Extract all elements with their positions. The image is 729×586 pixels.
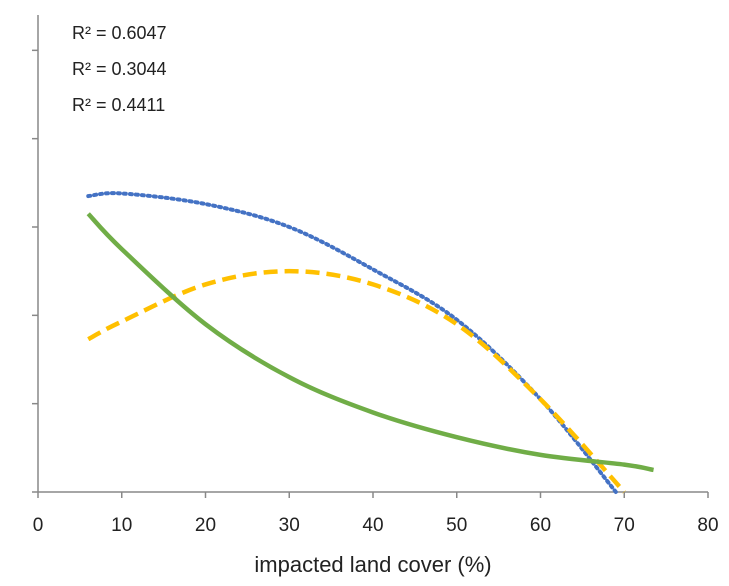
r-squared-label: R² = 0.6047	[72, 23, 167, 43]
trend-line	[86, 191, 618, 494]
x-tick-label: 70	[614, 515, 635, 536]
trend-line	[87, 268, 626, 494]
x-tick-label: 60	[530, 515, 551, 536]
x-tick-label: 0	[33, 515, 44, 536]
x-axis-label: impacted land cover (%)	[254, 552, 491, 577]
x-tick-label: 10	[111, 515, 132, 536]
x-tick-label: 30	[279, 515, 300, 536]
r-squared-label: R² = 0.3044	[72, 59, 167, 79]
x-tick-label: 50	[446, 515, 467, 536]
x-tick-label: 40	[362, 515, 383, 536]
trend-line	[86, 212, 654, 473]
x-tick-label: 80	[697, 515, 718, 536]
x-tick-label: 20	[195, 515, 216, 536]
r-squared-label: R² = 0.4411	[72, 95, 165, 115]
